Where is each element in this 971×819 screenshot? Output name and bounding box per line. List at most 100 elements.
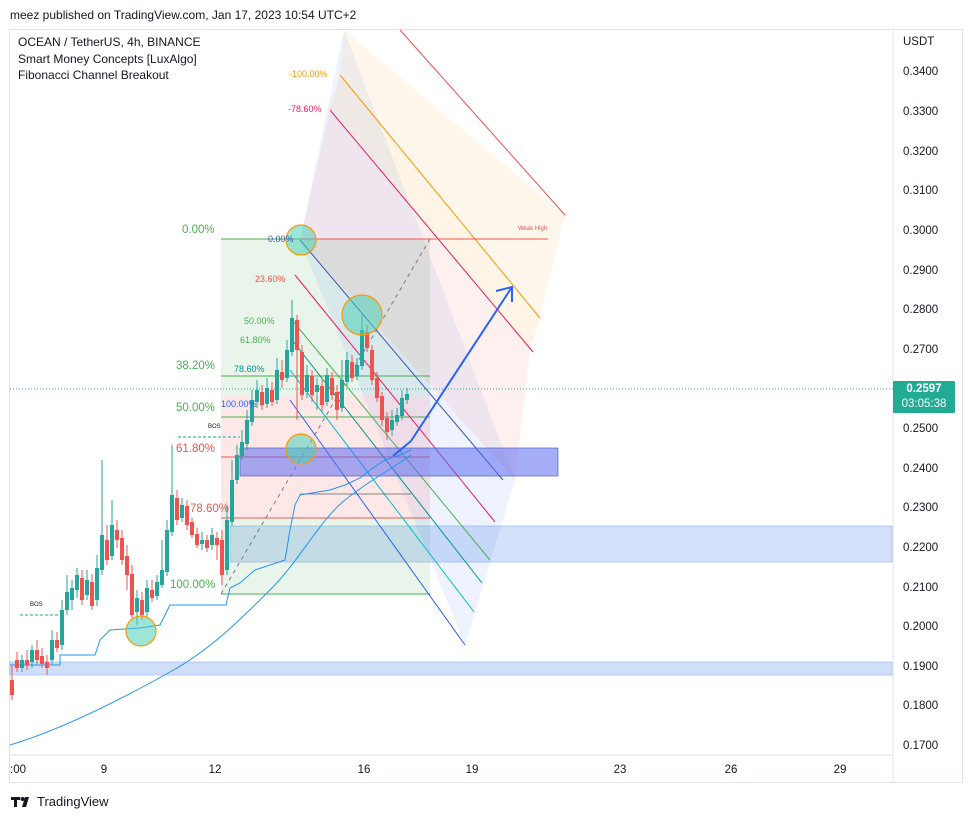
candle-body <box>150 590 154 598</box>
time-tick-label: 16 <box>358 764 371 776</box>
fib-channel-blue-band <box>300 30 515 645</box>
candle-body <box>330 378 334 395</box>
fib-retracement-green-bottom <box>221 518 430 594</box>
channel-label-50: 50.00% <box>244 316 275 326</box>
candle-body <box>220 540 224 575</box>
price-tick-label: 0.3300 <box>903 106 938 118</box>
fib-channel-lines <box>289 29 566 646</box>
footer-branding[interactable]: TradingView <box>11 794 109 809</box>
demand-zone-mid <box>229 525 893 563</box>
indicator-smc[interactable]: Smart Money Concepts [LuxAlgo] <box>18 51 197 66</box>
candle-body <box>325 375 329 402</box>
bos-label: BOS <box>30 602 43 608</box>
candle-body <box>50 640 54 660</box>
time-tick-label: 26 <box>725 764 738 776</box>
time-tick-label: :00 <box>10 764 26 776</box>
candle-body <box>120 538 124 560</box>
time-tick-label: 9 <box>101 764 107 776</box>
candle-body <box>315 385 319 392</box>
candle-body <box>240 442 244 456</box>
swing-circles <box>125 224 383 647</box>
fib-retracement-green <box>221 239 430 395</box>
price-tick-label: 0.2900 <box>903 265 938 277</box>
candle-body <box>365 332 369 348</box>
candle-body <box>105 540 109 560</box>
candle-body <box>385 418 389 432</box>
fib-channel-labels: 0.00% 50.00% 61.80% 78.60% 100.00% -78.6… <box>221 69 328 409</box>
candle-body <box>210 535 214 545</box>
candle-body <box>170 495 174 532</box>
candle-body <box>140 600 144 615</box>
candle-body <box>320 386 324 405</box>
candle-body <box>310 376 314 395</box>
trailing-stop-line <box>10 449 412 666</box>
price-tick-label: 0.3400 <box>903 66 938 78</box>
candle-body <box>305 375 309 392</box>
candle-body <box>295 320 299 350</box>
channel-label-m786: -78.60% <box>288 104 322 114</box>
candle-body <box>270 390 274 402</box>
candle-body <box>255 390 259 402</box>
candle-body <box>355 365 359 376</box>
time-tick-label: 19 <box>466 764 479 776</box>
candle-body <box>10 680 14 695</box>
chart-legend: OCEAN / TetherUS, 4h, BINANCE Smart Mone… <box>18 34 201 84</box>
swing-low-circle <box>125 615 157 647</box>
publish-header: meez published on TradingView.com, Jan 1… <box>10 8 357 22</box>
price-tick-label: 0.2400 <box>903 463 938 475</box>
price-tick-label: 0.2200 <box>903 542 938 554</box>
candle-body <box>90 582 94 606</box>
swing-low-circle <box>285 433 317 465</box>
candle-body <box>260 392 264 405</box>
fib-label-786: 78.60% <box>190 503 229 515</box>
fib-label-618: 61.80% <box>176 443 215 455</box>
candle-body <box>215 538 219 545</box>
candle-body <box>290 318 294 352</box>
candle-body <box>40 656 44 664</box>
candle-body <box>60 610 64 645</box>
symbol-title[interactable]: OCEAN / TetherUS, 4h, BINANCE <box>18 35 201 49</box>
candle-body <box>195 534 199 545</box>
weak-high-label: Weak High <box>518 226 547 232</box>
candle-body <box>95 568 99 600</box>
fib-channel-orange-band <box>330 75 540 350</box>
candle-body <box>405 394 409 400</box>
candle-body <box>165 530 169 572</box>
price-tick-label: 0.2100 <box>903 582 938 594</box>
fib-retracement-labels: 0.00% 23.60% 38.20% 50.00% 61.80% 78.60%… <box>170 224 286 591</box>
candle-body <box>300 352 304 395</box>
price-axis: 0.3400 0.3300 0.3200 0.3100 0.3000 0.2900 0.28… <box>903 66 938 752</box>
candle-body <box>390 420 394 430</box>
candle-body <box>180 505 184 518</box>
candle-body <box>145 588 149 612</box>
candle-body <box>350 362 354 378</box>
candle-body <box>65 592 69 610</box>
price-tick-label: 0.1800 <box>903 700 938 712</box>
tradingview-logo-icon <box>11 796 29 807</box>
candle-body <box>250 400 254 422</box>
candle-body <box>75 575 79 590</box>
candle-body <box>335 392 339 410</box>
candle-body <box>265 388 269 404</box>
swing-high-circle <box>285 224 317 256</box>
candle-body <box>85 580 89 595</box>
candle-body <box>185 506 189 525</box>
channel-label-0: 0.00% <box>268 234 294 244</box>
moving-average-line <box>9 454 412 746</box>
footer-brand: TradingView <box>37 794 109 809</box>
price-tick-label: 0.2800 <box>903 304 938 316</box>
fib-channel-top-band <box>340 30 565 318</box>
candle-body <box>135 598 139 612</box>
price-tick-label: 0.2300 <box>903 502 938 514</box>
indicator-fib-channel[interactable]: Fibonacci Channel Breakout <box>18 68 169 82</box>
candle-body <box>395 415 399 422</box>
fib-label-382: 38.20% <box>176 360 215 372</box>
fib-channel-pink-band <box>300 110 530 480</box>
candle-body <box>375 378 379 398</box>
candle-body <box>400 398 404 416</box>
fib-label-50: 50.00% <box>176 402 215 414</box>
candle-body <box>20 660 24 668</box>
fib-label-0: 0.00% <box>182 224 215 236</box>
bos-label: BOS <box>208 424 221 430</box>
